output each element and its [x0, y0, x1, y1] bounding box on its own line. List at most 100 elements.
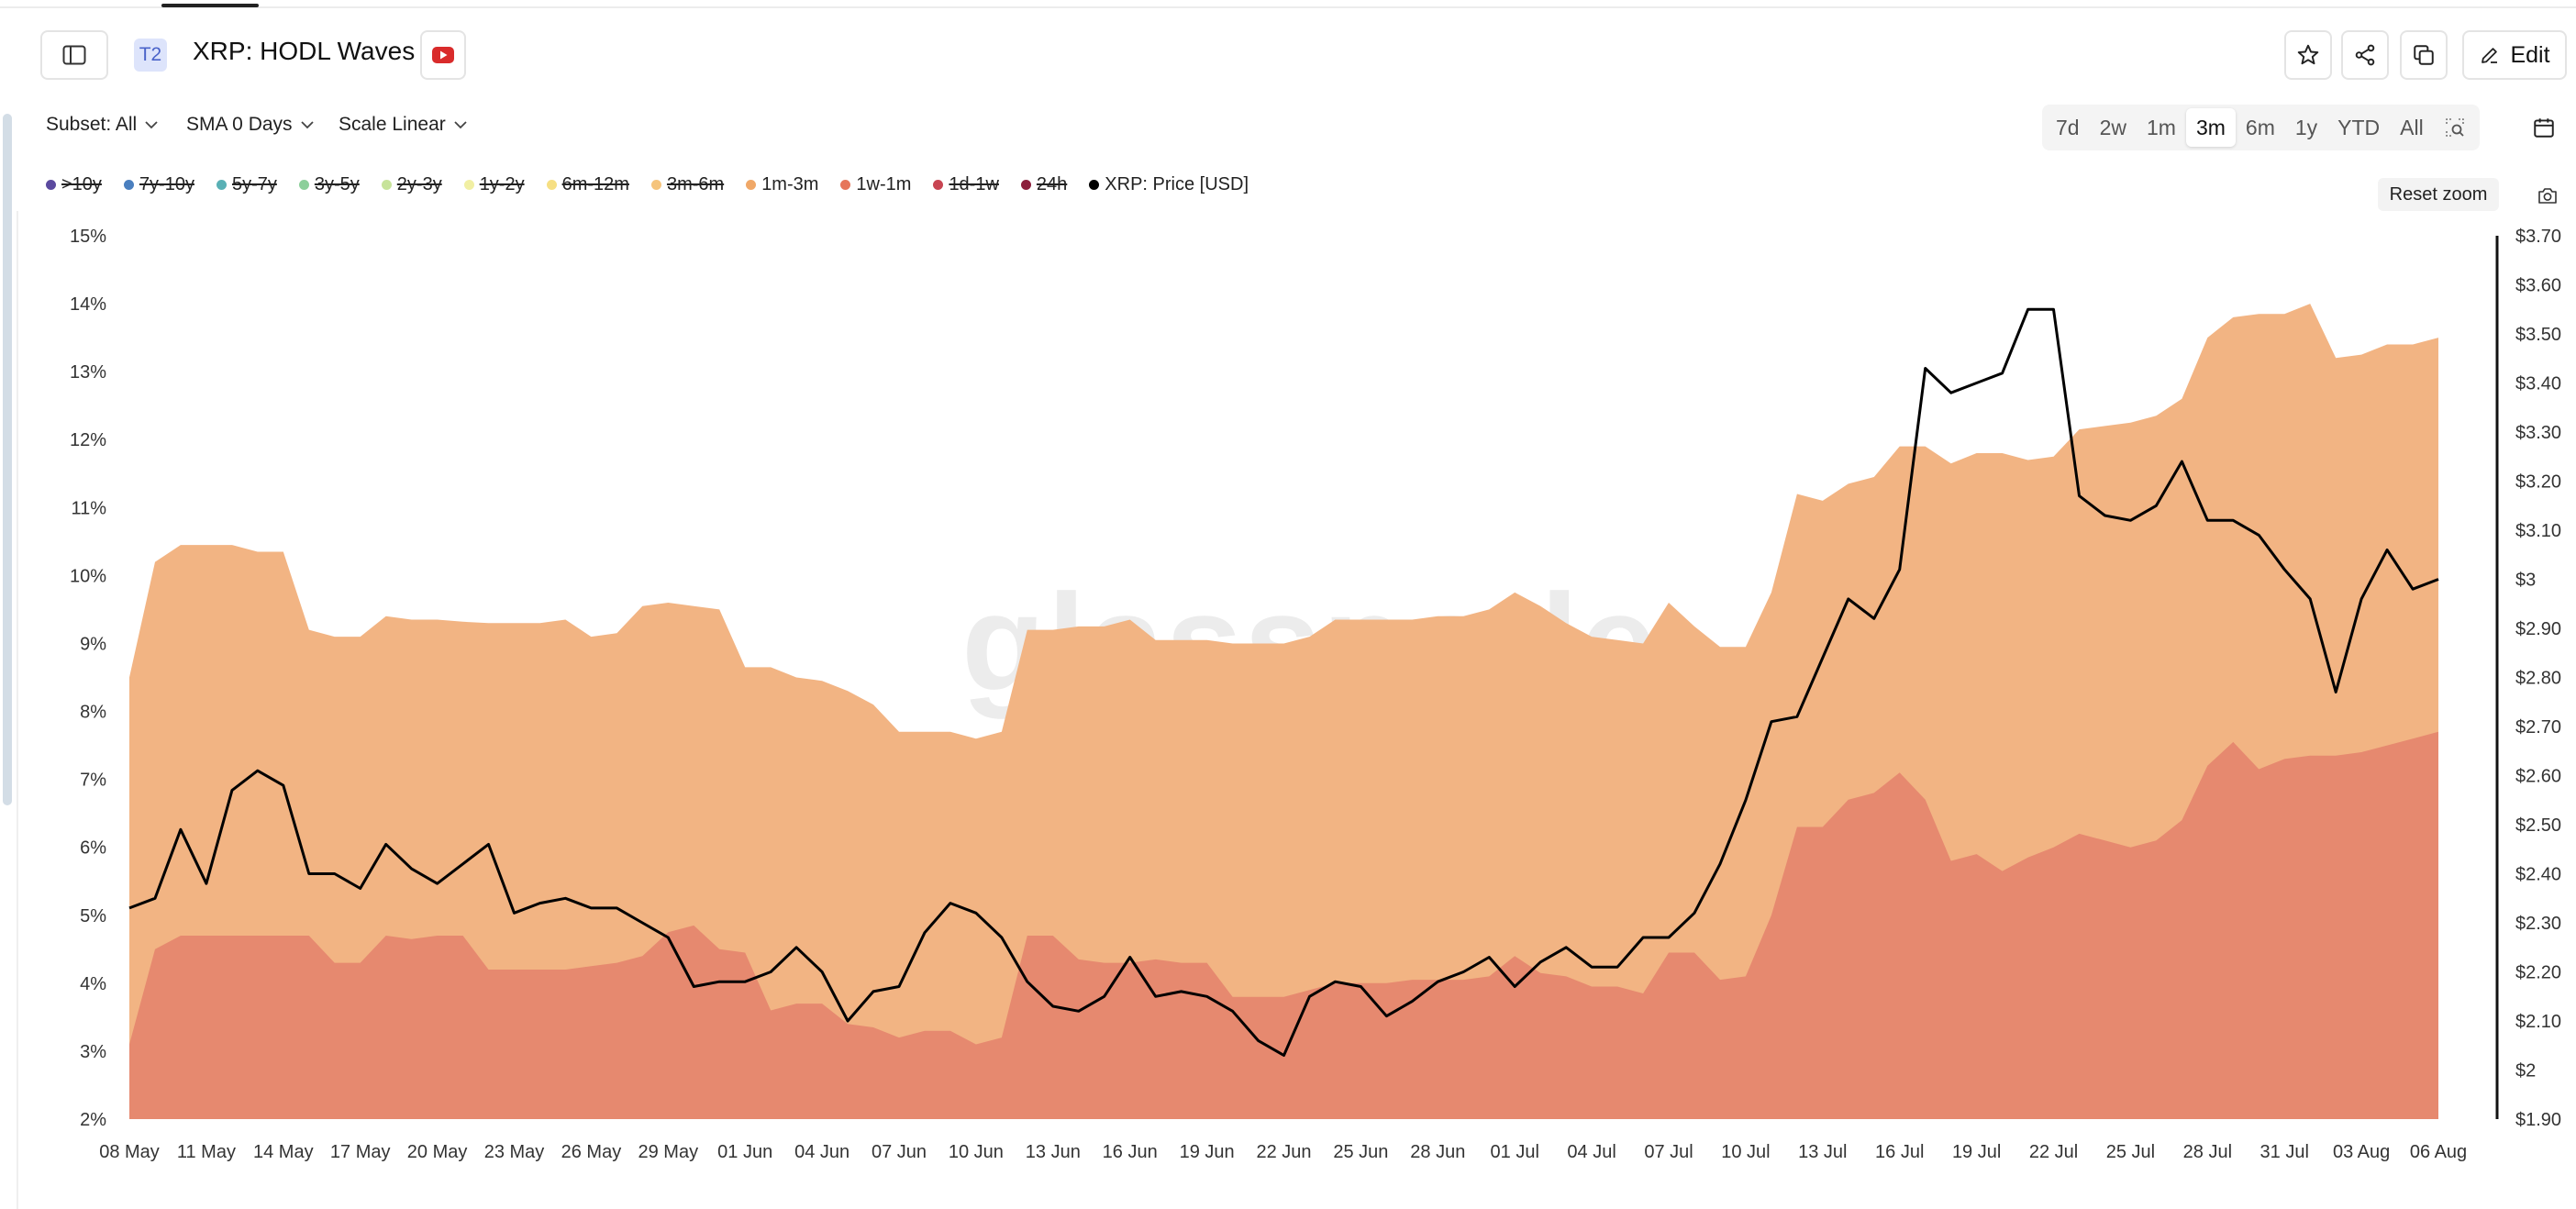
y-right-tick-label: $2.60 — [2515, 767, 2561, 787]
y-right-tick-label: $3.50 — [2515, 325, 2561, 345]
share-button[interactable] — [2341, 30, 2389, 80]
copy-button[interactable] — [2400, 30, 2448, 80]
copy-icon — [2414, 45, 2434, 65]
x-tick-label: 10 Jul — [1721, 1142, 1770, 1162]
range-1y[interactable]: 1y — [2294, 115, 2318, 139]
legend-label: 3m-6m — [666, 174, 725, 194]
subset-label: Subset: All — [46, 114, 138, 135]
x-tick-label: 19 Jun — [1180, 1142, 1235, 1162]
x-tick-label: 17 May — [330, 1142, 391, 1162]
legend-label: 6m-12m — [561, 174, 629, 194]
y-right-tick-label: $3.60 — [2515, 276, 2561, 296]
legend-label: 7y-10y — [139, 174, 194, 194]
tier-badge: T2 — [134, 39, 167, 72]
y-right-tick-label: $2.20 — [2515, 963, 2561, 983]
youtube-button[interactable] — [420, 30, 466, 80]
legend-label: XRP: Price [USD] — [1105, 174, 1249, 194]
favorite-button[interactable] — [2284, 30, 2332, 80]
legend-item[interactable]: >10y — [46, 174, 102, 195]
legend-label: >10y — [61, 174, 102, 194]
y-left-tick-label: 13% — [70, 362, 106, 383]
legend-item[interactable]: 6m-12m — [546, 174, 629, 195]
y-right-tick-label: $2.70 — [2515, 717, 2561, 738]
range-3m[interactable]: 3m — [2185, 108, 2236, 147]
legend-item[interactable]: 5y-7y — [216, 174, 277, 195]
x-tick-label: 11 May — [177, 1142, 236, 1162]
legend-dot — [1089, 180, 1100, 190]
y-right-tick-label: $3.10 — [2515, 521, 2561, 541]
legend-item[interactable]: 24h — [1020, 174, 1067, 195]
y-left-tick-label: 11% — [71, 498, 106, 518]
youtube-icon — [432, 47, 454, 63]
subset-dropdown[interactable]: Subset: All — [46, 114, 159, 136]
range-ytd[interactable]: YTD — [2337, 115, 2381, 139]
y-left-tick-label: 5% — [80, 906, 106, 926]
y-right-tick-label: $2.90 — [2515, 619, 2561, 639]
legend-item[interactable]: 1y-2y — [463, 174, 525, 195]
x-tick-label: 22 Jun — [1256, 1142, 1311, 1162]
range-1m[interactable]: 1m — [2147, 115, 2176, 139]
y-left-tick-label: 15% — [70, 227, 106, 247]
y-right-tick-label: $2.30 — [2515, 914, 2561, 934]
legend-item[interactable]: 2y-3y — [381, 174, 442, 195]
x-tick-label: 23 May — [484, 1142, 545, 1162]
area-1w-1m — [129, 731, 2438, 1119]
x-tick-label: 10 Jun — [949, 1142, 1004, 1162]
x-tick-label: 28 Jun — [1410, 1142, 1465, 1162]
range-all[interactable]: All — [2400, 115, 2424, 139]
y-left-tick-label: 7% — [80, 771, 106, 791]
scale-dropdown[interactable]: Scale Linear — [339, 114, 468, 136]
edit-button[interactable]: Edit — [2462, 30, 2567, 80]
x-tick-label: 16 Jun — [1103, 1142, 1158, 1162]
y-right-tick-label: $2.50 — [2515, 815, 2561, 836]
x-tick-label: 04 Jun — [794, 1142, 849, 1162]
price-line — [128, 307, 2439, 1057]
x-tick-label: 26 May — [561, 1142, 622, 1162]
date-range-button[interactable] — [2519, 105, 2569, 150]
legend-label: 3y-5y — [314, 174, 360, 194]
y-right-tick-label: $3.40 — [2515, 374, 2561, 394]
legend-dot — [1020, 180, 1031, 190]
range-6m[interactable]: 6m — [2245, 115, 2275, 139]
x-tick-label: 07 Jun — [872, 1142, 927, 1162]
y-left-tick-label: 10% — [70, 566, 106, 586]
x-tick-label: 13 Jun — [1026, 1142, 1081, 1162]
reset-zoom-button[interactable]: Reset zoom — [2378, 178, 2499, 211]
x-tick-label: 20 May — [407, 1142, 468, 1162]
y-right-tick-label: $2.80 — [2515, 669, 2561, 689]
x-tick-label: 03 Aug — [2333, 1142, 2390, 1162]
legend-dot — [46, 180, 56, 190]
range-7d[interactable]: 7d — [2056, 115, 2080, 139]
y-right-tick-label: $3.70 — [2515, 227, 2561, 247]
y-right-tick-label: $1.90 — [2515, 1110, 2561, 1130]
legend-dot — [746, 180, 757, 190]
chevron-down-icon — [454, 121, 467, 129]
legend-item[interactable]: XRP: Price [USD] — [1089, 174, 1249, 195]
x-tick-label: 22 Jul — [2029, 1142, 2078, 1162]
legend-item[interactable]: 7y-10y — [123, 174, 194, 195]
sma-label: SMA 0 Days — [186, 114, 293, 135]
vertical-scrollbar[interactable] — [3, 114, 12, 805]
y-left-tick-label: 2% — [80, 1110, 106, 1130]
y-left-tick-label: 4% — [80, 974, 106, 994]
legend-dot — [650, 180, 661, 190]
scale-label: Scale Linear — [339, 114, 446, 135]
legend-item[interactable]: 3m-6m — [650, 174, 725, 195]
edit-label: Edit — [2510, 41, 2550, 68]
legend-label: 1w-1m — [856, 174, 912, 194]
zoom-select-button[interactable] — [2434, 108, 2476, 147]
screenshot-button[interactable] — [2532, 180, 2563, 211]
legend-item[interactable]: 1d-1w — [933, 174, 999, 195]
x-tick-label: 31 Jul — [2260, 1142, 2309, 1162]
sidebar-toggle-button[interactable] — [40, 30, 108, 80]
legend-label: 1y-2y — [479, 174, 525, 194]
legend-item[interactable]: 1w-1m — [840, 174, 911, 195]
sma-dropdown[interactable]: SMA 0 Days — [186, 114, 315, 136]
chevron-down-icon — [145, 121, 158, 129]
legend-item[interactable]: 1m-3m — [746, 174, 818, 195]
zoom-select-icon — [2445, 118, 2464, 137]
share-icon — [2355, 44, 2375, 66]
legend-item[interactable]: 3y-5y — [298, 174, 360, 195]
legend-dot — [298, 180, 309, 190]
range-2w[interactable]: 2w — [2099, 115, 2126, 139]
